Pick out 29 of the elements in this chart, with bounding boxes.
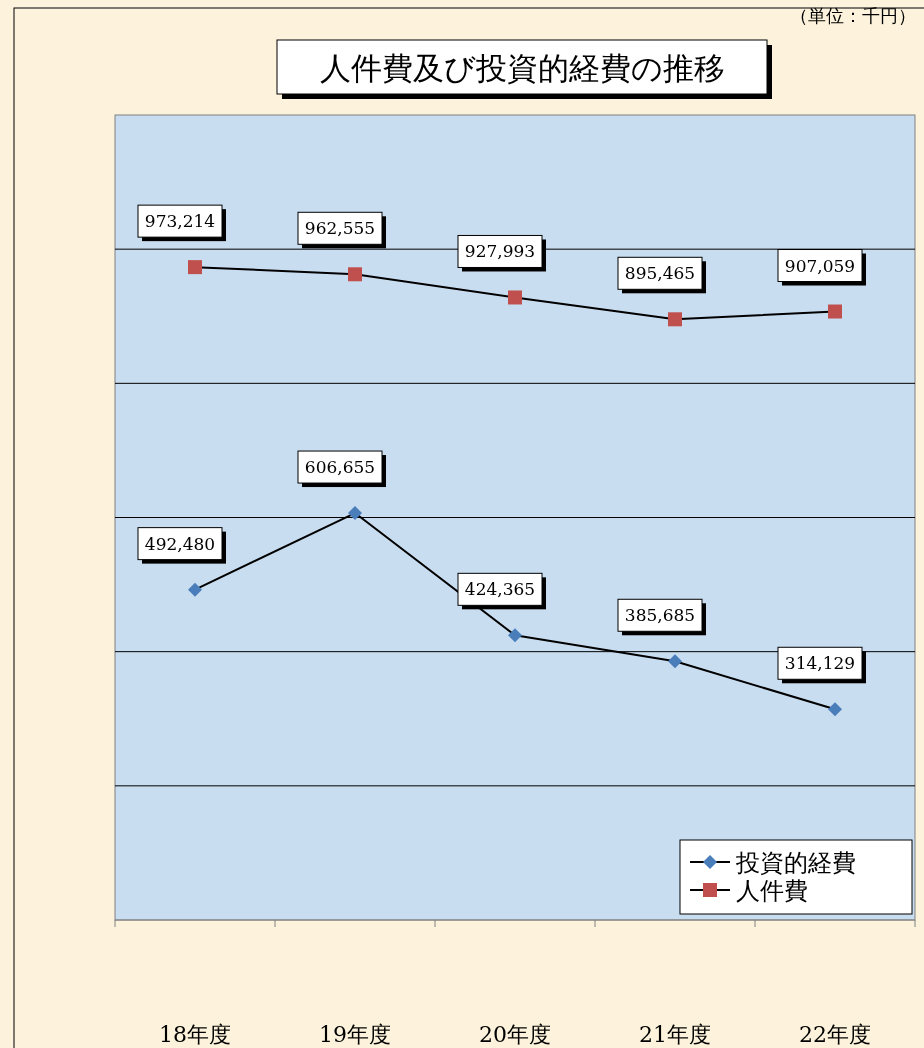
data-label: 385,685 bbox=[624, 605, 696, 626]
data-label: 907,059 bbox=[784, 255, 856, 276]
legend-label: 人件費 bbox=[736, 877, 808, 905]
point bbox=[828, 702, 842, 717]
x-tick-label: 21年度 bbox=[639, 1022, 711, 1047]
data-label: 895,465 bbox=[624, 263, 696, 284]
point bbox=[508, 628, 522, 643]
point bbox=[668, 312, 682, 327]
x-tick-label: 20年度 bbox=[479, 1022, 551, 1047]
x-tick-label: 22年度 bbox=[799, 1022, 871, 1047]
data-label: 314,129 bbox=[784, 653, 856, 674]
chart-title: 人件費及び投資的経費の推移 bbox=[319, 50, 725, 86]
point bbox=[188, 582, 202, 597]
legend-label: 投資的経費 bbox=[735, 849, 856, 877]
data-label: 424,365 bbox=[464, 579, 536, 600]
point bbox=[668, 654, 682, 669]
x-tick-label: 18年度 bbox=[159, 1022, 231, 1047]
data-label: 492,480 bbox=[144, 533, 216, 554]
point bbox=[348, 506, 362, 521]
data-label: 927,993 bbox=[464, 241, 536, 262]
data-label: 973,214 bbox=[144, 211, 216, 232]
point bbox=[508, 290, 522, 305]
x-tick-label: 19年度 bbox=[319, 1022, 391, 1047]
text: （単位：千円） bbox=[790, 5, 916, 26]
data-label: 606,655 bbox=[304, 457, 376, 478]
point bbox=[188, 260, 202, 275]
data-label: 962,555 bbox=[304, 218, 376, 239]
point bbox=[828, 304, 842, 319]
point bbox=[348, 267, 362, 282]
